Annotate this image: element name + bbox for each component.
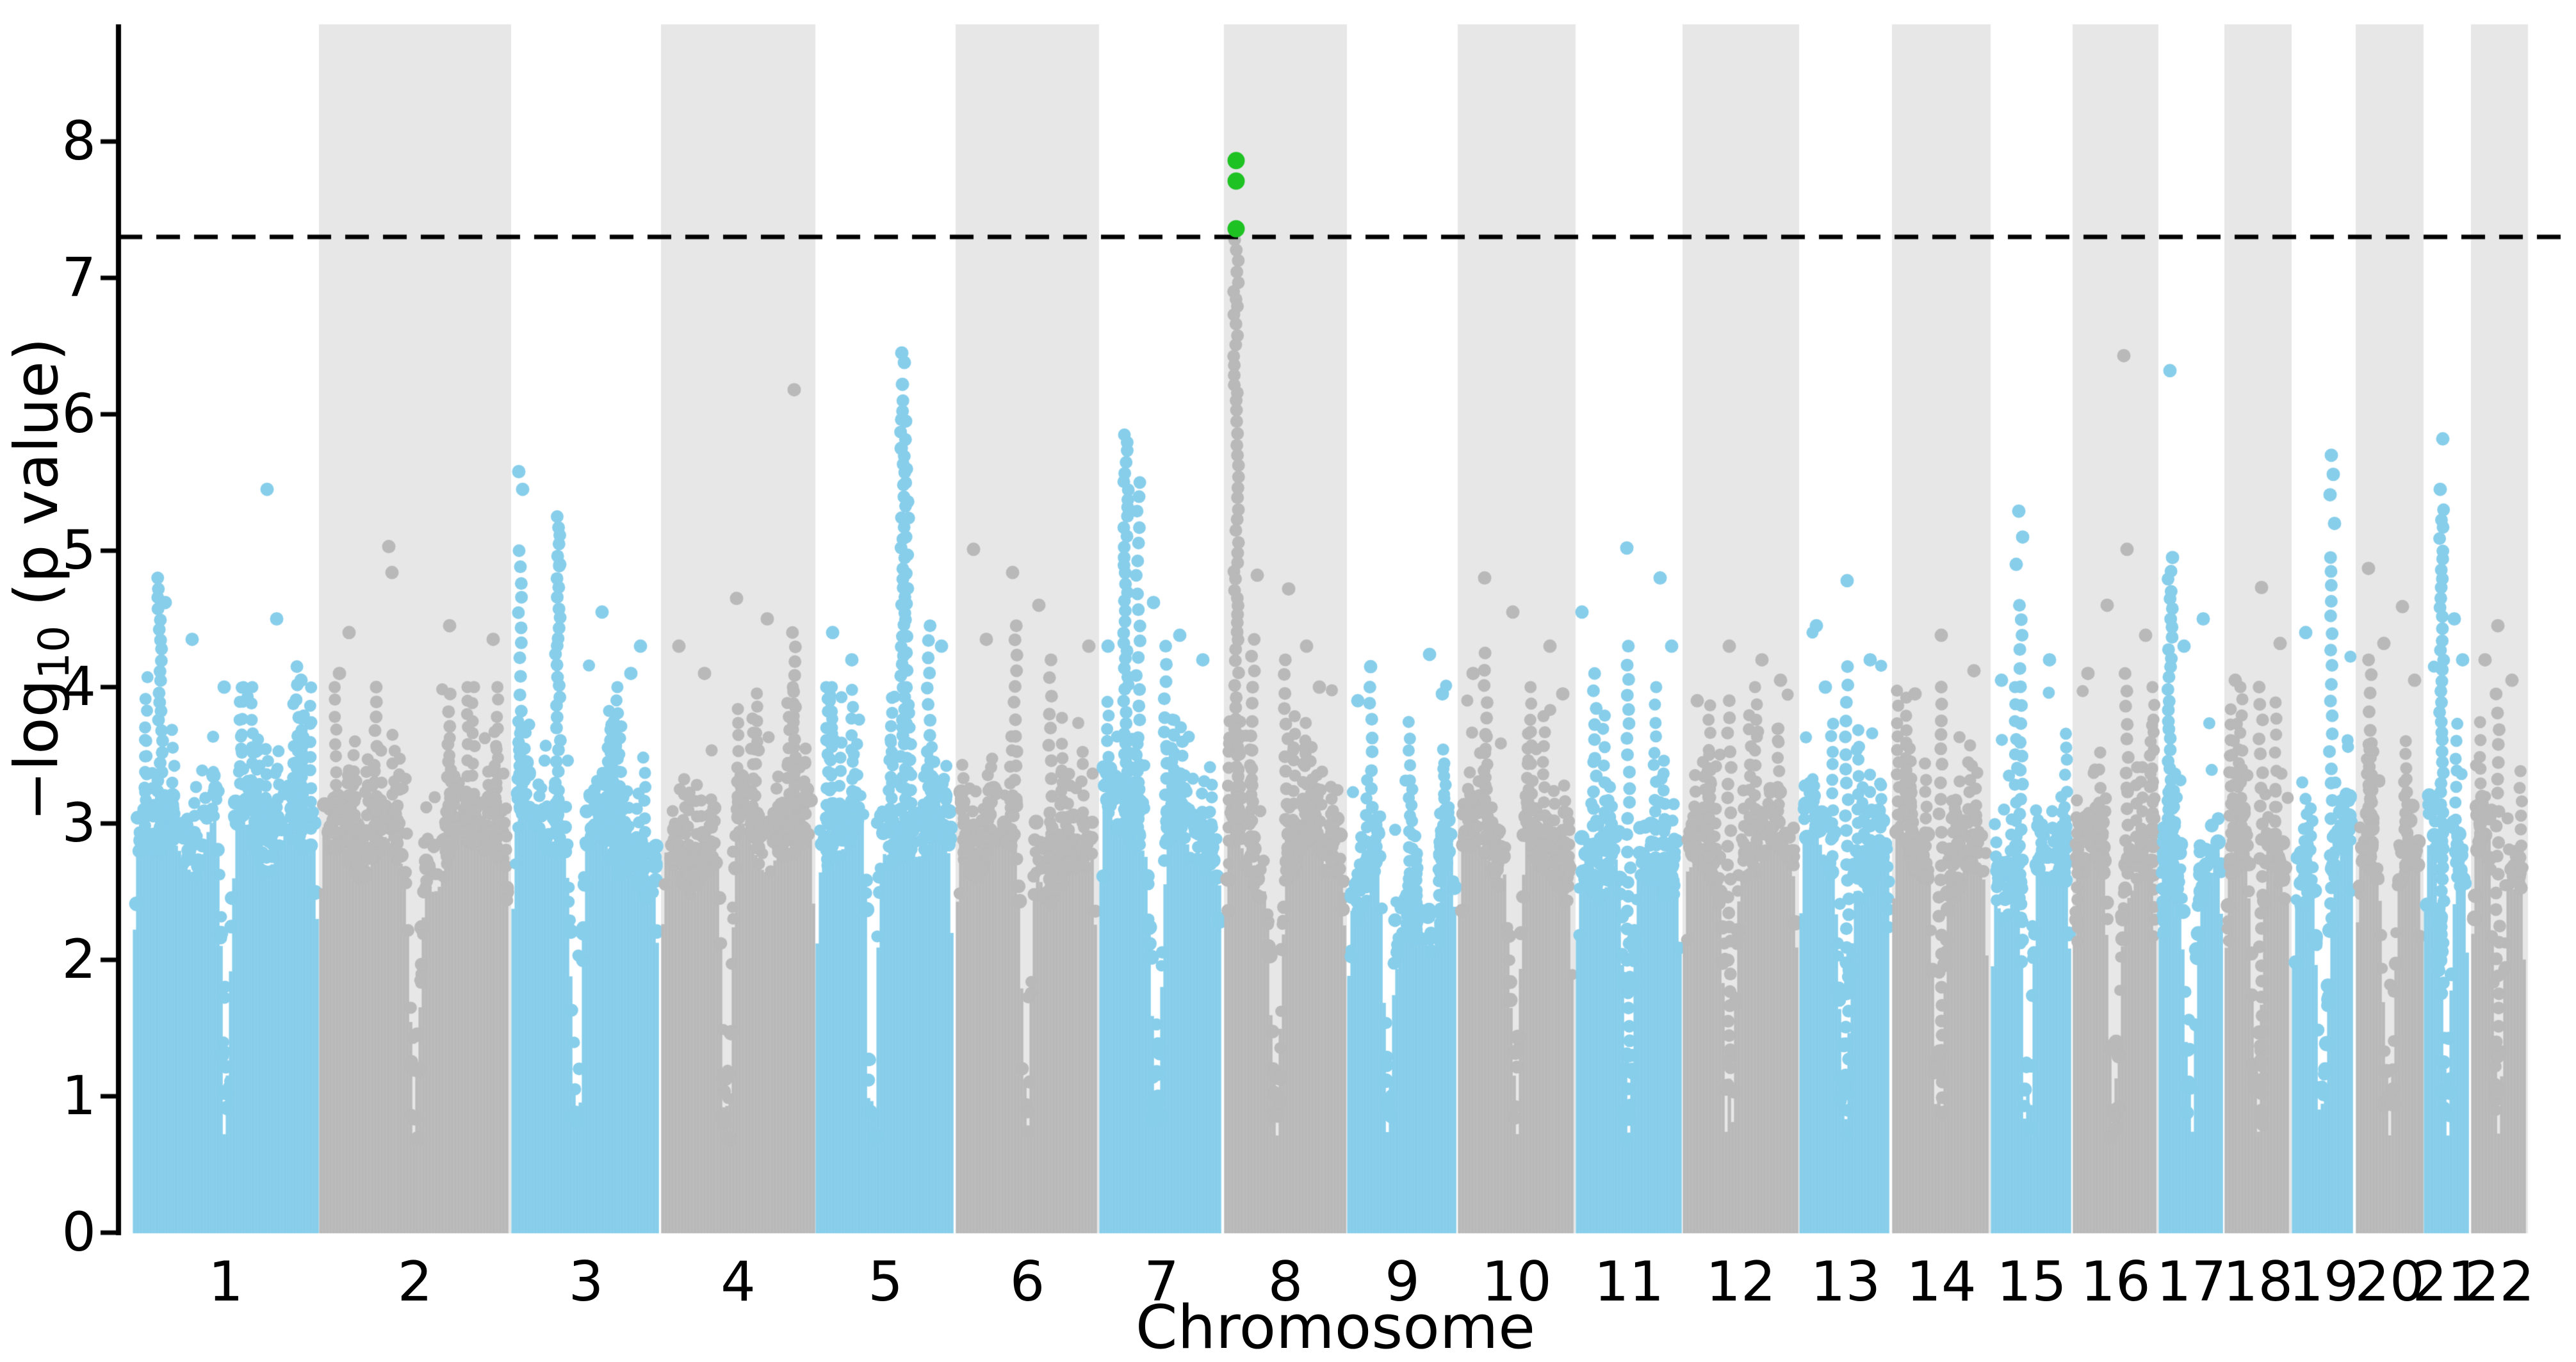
x-tick-label-chr1: 1 [208, 1250, 243, 1314]
y-axis-title-suffix: (p value) [2, 337, 72, 626]
x-tick-label-chr8: 8 [1268, 1250, 1303, 1314]
x-tick-label-chr22: 22 [2464, 1250, 2535, 1314]
y-tick-label-7: 7 [61, 246, 96, 309]
y-tick-label-4: 4 [61, 655, 96, 718]
x-tick-label-chr11: 11 [1594, 1250, 1665, 1314]
y-tick-label-1: 1 [61, 1064, 96, 1127]
x-tick-label-chr21: 21 [2412, 1250, 2482, 1314]
y-axis-title-subscript: 10 [29, 625, 79, 679]
x-axis-title: Chromosome [1135, 1293, 1536, 1362]
x-tick-label-chr13: 13 [1810, 1250, 1881, 1314]
x-tick-label-chr10: 10 [1481, 1250, 1552, 1314]
y-tick-label-2: 2 [61, 928, 96, 991]
x-tick-label-chr20: 20 [2354, 1250, 2425, 1314]
x-tick-label-chr14: 14 [1906, 1250, 1977, 1314]
x-tick-label-chr9: 9 [1385, 1250, 1420, 1314]
x-tick-label-chr2: 2 [397, 1250, 433, 1314]
y-axis-title: −log10 (p value) [0, 323, 79, 836]
x-tick-label-chr18: 18 [2222, 1250, 2294, 1314]
x-tick-label-chr4: 4 [721, 1250, 756, 1314]
y-tick-label-0: 0 [61, 1201, 96, 1263]
y-tick-label-3: 3 [61, 791, 96, 854]
y-axis-title-prefix: −log [2, 679, 72, 822]
x-tick-label-chr15: 15 [1996, 1250, 2067, 1314]
x-tick-label-chr3: 3 [568, 1250, 604, 1314]
x-tick-label-chr17: 17 [2156, 1250, 2227, 1314]
y-tick-label-8: 8 [61, 109, 96, 172]
x-tick-label-chr19: 19 [2288, 1250, 2359, 1314]
y-tick-label-6: 6 [61, 382, 96, 445]
x-tick-label-chr12: 12 [1706, 1250, 1776, 1314]
x-tick-label-chr6: 6 [1009, 1250, 1045, 1314]
x-tick-label-chr7: 7 [1144, 1250, 1179, 1314]
y-tick-label-5: 5 [61, 519, 96, 581]
x-tick-label-chr16: 16 [2080, 1250, 2151, 1314]
x-tick-label-chr5: 5 [868, 1250, 903, 1314]
